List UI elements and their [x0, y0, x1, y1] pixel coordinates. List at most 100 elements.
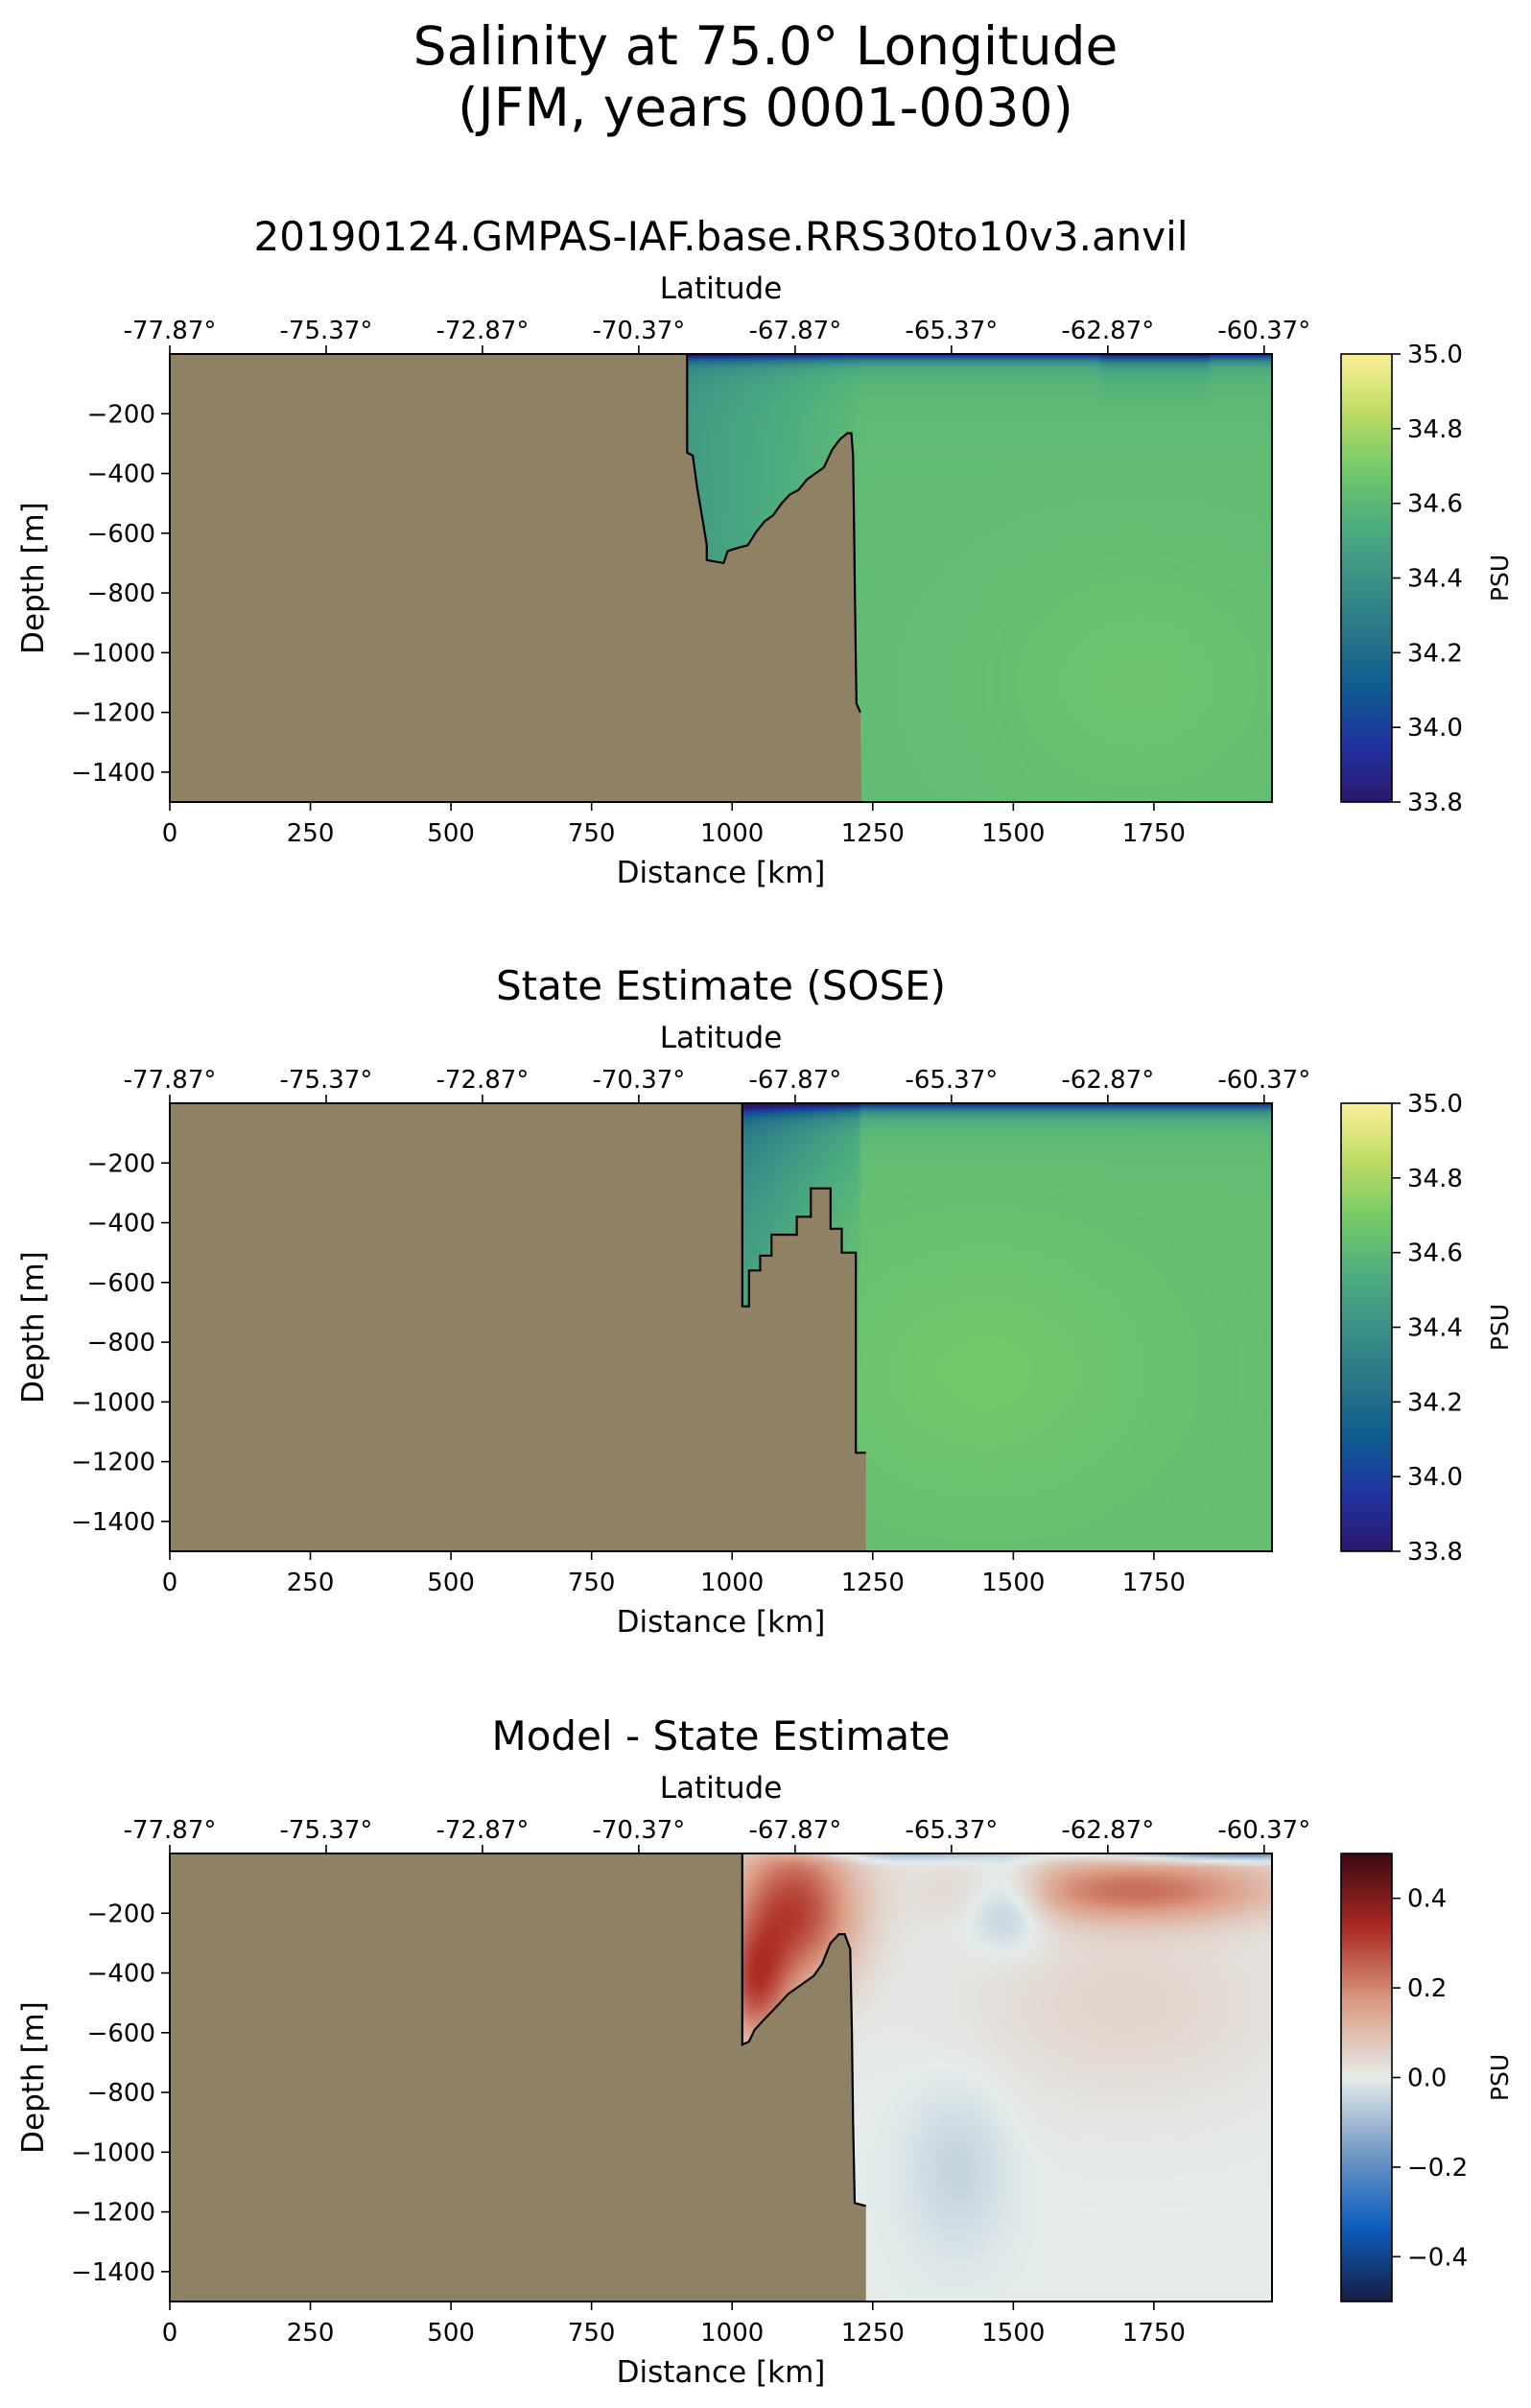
colorbar-tick-label: 34.6 [1407, 490, 1463, 519]
bathymetry-fill [170, 1853, 866, 2302]
colorbar-tick-label: 0.4 [1407, 1885, 1447, 1914]
colorbar [1341, 1103, 1392, 1551]
y-tick-label: −1200 [71, 699, 155, 728]
colorbar-tick-label: −0.4 [1407, 2243, 1468, 2272]
axes-frame [169, 1853, 1273, 2302]
top-tick-label: -67.87° [748, 317, 841, 345]
colorbar-tick-label: 34.6 [1407, 1239, 1463, 1268]
colorbar-label: PSU [1486, 555, 1514, 602]
top-tick-label: -70.37° [592, 1066, 685, 1095]
panel-title: 20190124.GMPAS-IAF.base.RRS30to10v3.anvi… [254, 213, 1189, 260]
chart-panel-1: 20190124.GMPAS-IAF.base.RRS30to10v3.anvi… [16, 213, 1514, 890]
colorbar-tick-label: 34.0 [1407, 1463, 1463, 1492]
y-tick-label: −800 [87, 2079, 155, 2108]
x-tick-label: 750 [568, 1569, 616, 1597]
panel-title: Model - State Estimate [492, 1712, 951, 1759]
x-tick-label: 1250 [841, 2319, 905, 2348]
y-tick-label: −800 [87, 579, 155, 608]
top-tick-label: -62.87° [1061, 1816, 1154, 1845]
top-tick-label: -60.37° [1217, 1066, 1310, 1095]
x-axis-label: Distance [km] [617, 856, 826, 890]
top-tick-label: -62.87° [1061, 1066, 1154, 1095]
y-tick-label: −1000 [71, 2138, 155, 2167]
y-tick-label: −1200 [71, 1449, 155, 1477]
x-tick-label: 1500 [981, 2319, 1045, 2348]
y-tick-label: −600 [87, 2019, 155, 2048]
y-tick-label: −400 [87, 1210, 155, 1239]
x-tick-label: 1500 [981, 1569, 1045, 1597]
y-tick-label: −200 [87, 1900, 155, 1928]
y-tick-label: −1400 [71, 1508, 155, 1537]
top-tick-label: -77.87° [124, 317, 217, 345]
y-axis-label: Depth [m] [16, 2001, 51, 2154]
top-tick-label: -77.87° [124, 1066, 217, 1095]
y-tick-label: −600 [87, 520, 155, 549]
x-tick-label: 1000 [700, 1569, 764, 1597]
top-axis-label: Latitude [660, 1771, 783, 1806]
bathymetry-outline [741, 1853, 866, 2207]
top-tick-label: -72.87° [436, 1066, 530, 1095]
x-axis-label: Distance [km] [617, 2355, 826, 2390]
bathymetry-fill [170, 354, 862, 802]
x-tick-label: 1750 [1122, 1569, 1186, 1597]
x-tick-label: 1750 [1122, 2319, 1186, 2348]
top-tick-label: -75.37° [280, 1066, 373, 1095]
y-tick-label: −400 [87, 460, 155, 489]
y-axis-label: Depth [m] [16, 1251, 51, 1404]
x-tick-label: 1500 [981, 819, 1045, 848]
y-tick-label: −1400 [71, 759, 155, 788]
top-tick-label: -67.87° [748, 1816, 841, 1845]
top-tick-label: -62.87° [1061, 317, 1154, 345]
colorbar-tick-label: 33.8 [1407, 789, 1463, 817]
top-tick-label: -65.37° [905, 1816, 998, 1845]
x-tick-label: 0 [162, 819, 178, 848]
y-tick-label: −400 [87, 1960, 155, 1989]
y-tick-label: −1000 [71, 1388, 155, 1417]
x-tick-label: 0 [162, 1569, 178, 1597]
y-tick-label: −200 [87, 400, 155, 429]
colorbar-tick-label: 34.0 [1407, 714, 1463, 743]
top-tick-label: -65.37° [905, 1066, 998, 1095]
chart-panel-3: Model - State Estimate Latitude 0 250 500 750… [16, 1712, 1514, 2390]
colorbar-tick-label: 34.8 [1407, 1165, 1463, 1193]
x-tick-label: 250 [287, 2319, 335, 2348]
x-tick-label: 750 [568, 819, 616, 848]
x-tick-label: 1250 [841, 819, 905, 848]
colorbar-tick-label: 0.2 [1407, 1974, 1447, 2003]
top-axis-label: Latitude [660, 271, 783, 306]
bathymetry-outline [741, 1103, 866, 1454]
y-tick-label: −600 [87, 1269, 155, 1298]
y-tick-label: −1000 [71, 639, 155, 668]
colorbar-tick-label: 34.8 [1407, 415, 1463, 444]
x-tick-label: 500 [427, 1569, 475, 1597]
axes-frame [169, 1102, 1273, 1552]
colorbar [1341, 354, 1392, 802]
bathymetry-outline [686, 354, 861, 714]
bathymetry-fill [170, 1103, 866, 1551]
colorbar-tick-label: 34.2 [1407, 1388, 1463, 1417]
top-tick-label: -75.37° [280, 317, 373, 345]
colorbar-tick-label: 34.2 [1407, 639, 1463, 668]
top-tick-label: -72.87° [436, 317, 530, 345]
colorbar-tick-label: 35.0 [1407, 1090, 1463, 1119]
x-tick-label: 1750 [1122, 819, 1186, 848]
x-tick-label: 250 [287, 1569, 335, 1597]
top-tick-label: -65.37° [905, 317, 998, 345]
colorbar-tick-label: 35.0 [1407, 341, 1463, 369]
colorbar-tick-label: 34.4 [1407, 1314, 1463, 1343]
x-tick-label: 0 [162, 2319, 178, 2348]
colorbar-label: PSU [1486, 1304, 1514, 1351]
y-axis-label: Depth [m] [16, 502, 51, 654]
figure-title-line-1: Salinity at 75.0° Longitude [412, 15, 1119, 77]
colorbar-tick-label: −0.2 [1407, 2154, 1468, 2183]
x-tick-label: 750 [568, 2319, 616, 2348]
x-tick-label: 1000 [700, 819, 764, 848]
colorbar-tick-label: 34.4 [1407, 565, 1463, 594]
top-tick-label: -70.37° [592, 1816, 685, 1845]
panel-title: State Estimate (SOSE) [496, 962, 946, 1009]
y-tick-label: −800 [87, 1329, 155, 1357]
top-tick-label: -60.37° [1217, 317, 1310, 345]
axes-frame [169, 353, 1273, 803]
colorbar-tick-label: 0.0 [1407, 2065, 1447, 2093]
